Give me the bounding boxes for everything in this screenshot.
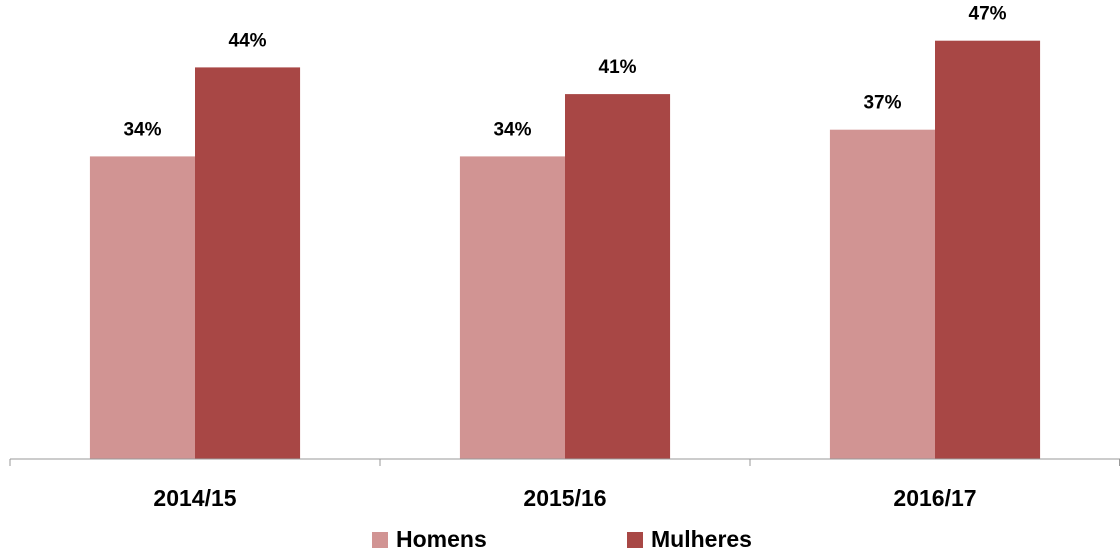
data-label: 37%: [863, 93, 901, 114]
x-tick-label: 2014/15: [153, 485, 236, 511]
legend-label: Homens: [396, 526, 487, 552]
data-label: 34%: [123, 119, 161, 140]
data-label: 47%: [969, 4, 1007, 25]
bar: [829, 129, 935, 459]
bar: [89, 156, 195, 459]
legend-label: Mulheres: [651, 526, 752, 552]
bar: [459, 156, 565, 459]
legend-swatch: [627, 532, 643, 548]
x-tick-label: 2015/16: [523, 485, 606, 511]
data-label: 41%: [599, 57, 637, 78]
data-label: 44%: [229, 30, 267, 51]
legend-swatch: [372, 532, 388, 548]
bar: [935, 40, 1041, 459]
x-tick-label: 2016/17: [893, 485, 976, 511]
bar: [195, 67, 301, 460]
data-label: 34%: [493, 119, 531, 140]
bar: [565, 94, 671, 459]
